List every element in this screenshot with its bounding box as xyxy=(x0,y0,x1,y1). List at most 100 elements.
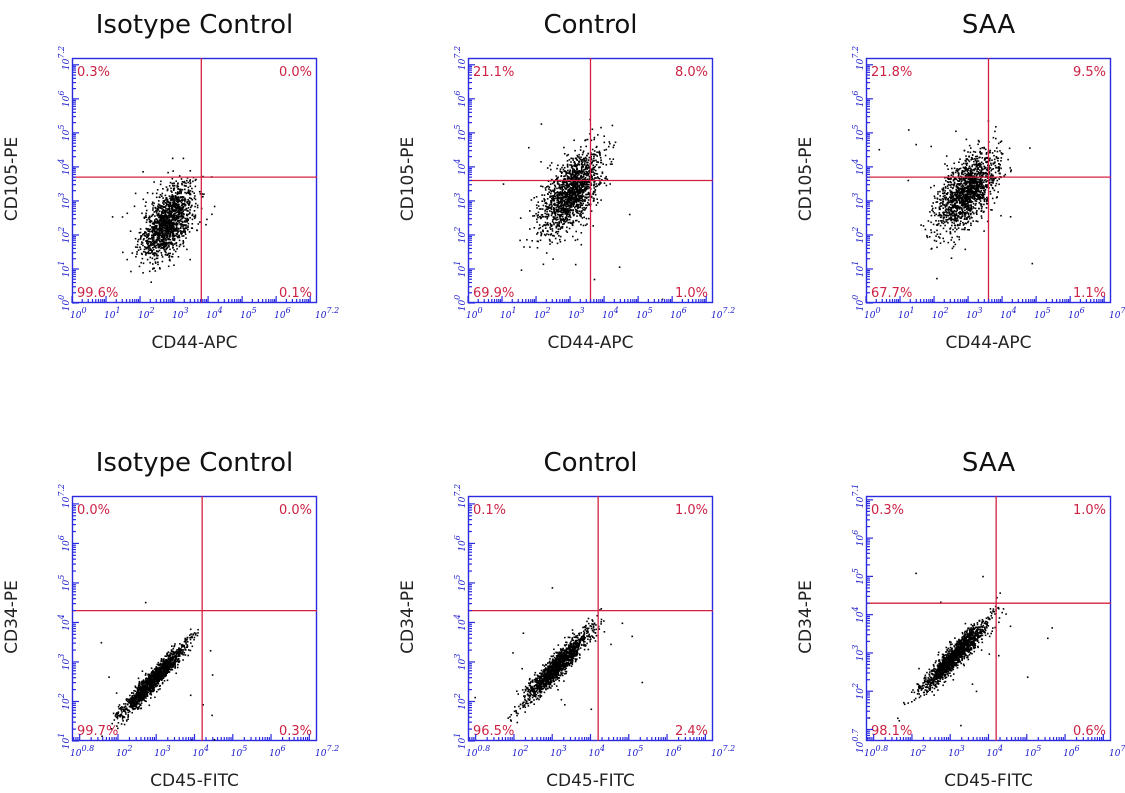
event-dot xyxy=(533,197,535,199)
event-dot xyxy=(942,200,945,203)
event-dot xyxy=(149,238,152,240)
event-dot xyxy=(141,257,144,260)
x-tick-label: 104 xyxy=(1000,306,1017,321)
event-dot xyxy=(577,177,579,179)
event-dot xyxy=(586,172,589,175)
event-dot xyxy=(144,231,146,233)
event-dot xyxy=(168,259,171,261)
event-dot xyxy=(544,209,547,212)
event-dot xyxy=(964,212,967,215)
event-dot xyxy=(158,210,161,213)
event-dot xyxy=(590,170,593,173)
event-dot xyxy=(560,175,563,177)
event-dot xyxy=(142,244,144,247)
event-dot xyxy=(942,222,945,225)
event-dot xyxy=(163,219,165,221)
event-dot xyxy=(985,184,987,186)
event-dot xyxy=(587,187,589,190)
event-dot xyxy=(578,157,581,160)
event-dot xyxy=(146,219,148,221)
event-dot xyxy=(585,166,588,168)
event-dot xyxy=(564,218,567,220)
event-dot xyxy=(169,209,171,212)
event-dot xyxy=(201,193,204,195)
event-dot xyxy=(592,190,595,193)
event-dot xyxy=(958,188,960,191)
event-dot xyxy=(599,157,602,159)
event-dot xyxy=(555,175,558,177)
event-dot xyxy=(582,176,585,178)
event-dot xyxy=(940,205,943,207)
event-dot xyxy=(991,197,994,200)
event-dot xyxy=(570,199,573,202)
event-dot xyxy=(559,228,561,230)
event-dot xyxy=(974,204,977,206)
event-dot xyxy=(971,201,974,203)
event-dot xyxy=(569,186,572,189)
event-dot xyxy=(171,222,173,225)
event-dot xyxy=(979,153,982,155)
y-tick-label: 102 xyxy=(851,227,866,244)
event-dot xyxy=(576,170,579,173)
event-dot xyxy=(611,163,613,165)
event-dot xyxy=(187,219,189,222)
event-dot xyxy=(173,200,175,203)
event-dot xyxy=(955,201,958,203)
event-dot xyxy=(184,191,186,194)
event-dot xyxy=(187,190,190,192)
event-dot xyxy=(155,192,158,195)
event-dot xyxy=(970,179,972,181)
event-dot xyxy=(967,205,969,207)
event-dot xyxy=(171,231,173,233)
event-dot xyxy=(557,208,560,211)
event-dot xyxy=(185,182,187,185)
event-dot xyxy=(195,178,197,181)
event-dot xyxy=(559,205,561,208)
event-dot xyxy=(968,160,971,163)
event-dot xyxy=(586,183,588,186)
event-dot xyxy=(575,198,577,200)
event-dot xyxy=(582,190,585,192)
event-dot xyxy=(579,200,582,202)
event-dot xyxy=(951,247,954,250)
event-dot xyxy=(183,230,185,232)
event-dot xyxy=(182,213,185,215)
event-dot xyxy=(574,149,576,152)
event-dot xyxy=(520,269,523,271)
event-dot xyxy=(180,209,183,212)
event-dot xyxy=(152,228,155,230)
event-dot xyxy=(953,205,956,208)
event-dot xyxy=(149,252,151,254)
event-dot xyxy=(176,211,178,214)
event-dot xyxy=(573,213,576,216)
event-dot xyxy=(213,205,216,208)
event-dot xyxy=(159,183,162,186)
event-dot xyxy=(562,213,564,216)
event-dot xyxy=(933,231,936,233)
event-dot xyxy=(939,214,942,216)
event-dot xyxy=(580,243,583,246)
event-dot xyxy=(572,169,574,171)
event-dot xyxy=(972,158,974,160)
event-dot xyxy=(153,220,156,223)
event-dot xyxy=(943,192,945,195)
event-dot xyxy=(159,240,162,243)
event-dot xyxy=(552,218,555,221)
event-dot xyxy=(169,238,172,241)
event-dot xyxy=(560,218,562,220)
event-dot xyxy=(181,223,184,226)
event-dot xyxy=(963,213,966,215)
event-dot xyxy=(960,192,962,195)
event-dot xyxy=(938,207,941,210)
event-dot xyxy=(566,154,568,157)
event-dot xyxy=(949,184,951,186)
x-axis-label: CD44-APC xyxy=(945,333,1032,353)
event-dot xyxy=(566,163,569,166)
event-dot xyxy=(178,209,180,211)
event-dot xyxy=(574,174,576,177)
event-dot xyxy=(959,167,962,170)
event-dot xyxy=(941,198,944,200)
event-dot xyxy=(175,209,177,211)
event-dot xyxy=(575,200,577,203)
event-dot xyxy=(966,211,968,213)
